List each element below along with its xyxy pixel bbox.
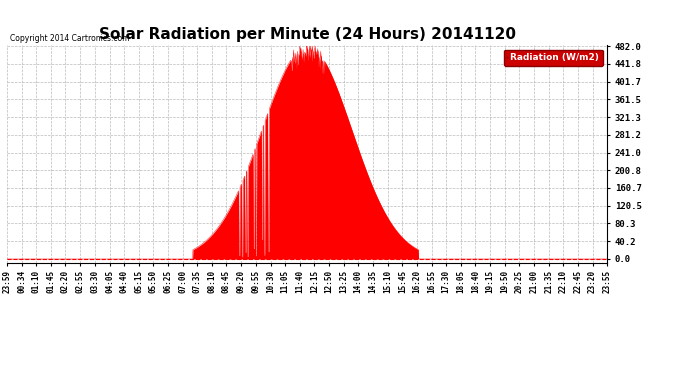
Text: Copyright 2014 Cartronics.com: Copyright 2014 Cartronics.com	[10, 34, 130, 43]
Legend: Radiation (W/m2): Radiation (W/m2)	[504, 50, 602, 66]
Title: Solar Radiation per Minute (24 Hours) 20141120: Solar Radiation per Minute (24 Hours) 20…	[99, 27, 515, 42]
